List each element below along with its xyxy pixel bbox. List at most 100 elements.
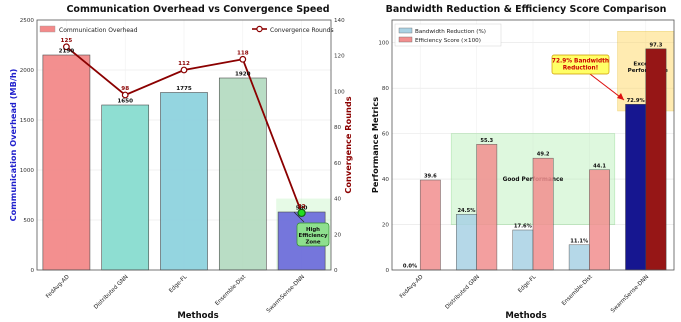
left-y-tick-label: 0 bbox=[30, 268, 34, 274]
right-y-tick-label: 60 bbox=[382, 132, 390, 138]
legend-marker-rounds bbox=[256, 25, 263, 33]
bar-overhead-distributed-gnn bbox=[101, 104, 150, 271]
annotation-text: High Efficiency Zone bbox=[299, 227, 328, 245]
label-rounds-fedavg-ad: 125 bbox=[61, 38, 73, 44]
label-efficiency-score-100-fedavg-ad: 39.6 bbox=[424, 174, 437, 180]
right-data-labels: 0.0% 24.5% 17.6% 11.1% 72.9% 39.6 55.3 49.2 44.1… bbox=[403, 42, 663, 269]
right-x-tick-ensemble-dist: Ensemble-Dist bbox=[561, 274, 594, 307]
label-efficiency-score-100-swarmsense-dnn: 97.3 bbox=[650, 42, 663, 48]
left-x-tick-distributed-gnn: Distributed GNN bbox=[93, 274, 129, 310]
bar-efficiency-score-100-ensemble-dist bbox=[589, 169, 610, 271]
left-bars bbox=[42, 54, 326, 271]
label-rounds-swarmsense-dnn: 32 bbox=[298, 204, 306, 210]
bar-overhead-fedavg-ad bbox=[42, 54, 91, 271]
left-data-labels: 2150 1650 1775 1920 580 125 98 112 118 32 bbox=[59, 38, 308, 212]
bar-overhead-ensemble-dist bbox=[218, 77, 267, 271]
right-plot-frame bbox=[391, 19, 675, 271]
legend-label-rounds: Convergence Rounds bbox=[270, 27, 334, 34]
label-overhead-ensemble-dist: 1920 bbox=[235, 72, 251, 78]
point-rounds-fedavg-ad bbox=[63, 43, 70, 51]
right-x-tick-fedavg-ad: FedAvg-AD bbox=[399, 274, 425, 300]
label-overhead-swarmsense-dnn: 580 bbox=[296, 206, 308, 212]
label-bandwidth-reduction-fedavg-ad: 0.0% bbox=[403, 264, 418, 270]
legend-swatch-overhead bbox=[39, 25, 56, 33]
right-y-axis-label: Performance Metrics bbox=[370, 97, 380, 193]
left-y-tick-label: 1000 bbox=[20, 168, 35, 174]
label-bandwidth-reduction-ensemble-dist: 11.1% bbox=[570, 238, 589, 244]
bar-bandwidth-reduction-swarmsense-dnn bbox=[625, 104, 647, 271]
point-rounds-ensemble-dist bbox=[239, 55, 247, 63]
right-bars bbox=[419, 48, 667, 271]
bar-efficiency-score-100-edge-fl bbox=[532, 157, 554, 271]
left-y-tick-label: 1500 bbox=[20, 118, 35, 124]
right-x-tick-distributed-gnn: Distributed GNN bbox=[445, 274, 481, 310]
bar-efficiency-score-100-distributed-gnn bbox=[476, 144, 498, 271]
right-x-ticks: FedAvg-AD Distributed GNN Edge-FL Ensemble-… bbox=[399, 274, 650, 315]
left-y-tick-label: 2500 bbox=[20, 18, 35, 24]
left-y-ticks: 0 500 1000 1500 2000 2500 bbox=[20, 18, 35, 274]
callout-box bbox=[551, 54, 610, 75]
legend-label-overhead: Communication Overhead bbox=[59, 27, 138, 34]
left-chart-title: Communication Overhead vs Convergence Sp… bbox=[66, 4, 329, 15]
bar-efficiency-score-100-fedavg-ad bbox=[419, 179, 441, 271]
annotation-box bbox=[296, 222, 330, 247]
label-overhead-fedavg-ad: 2150 bbox=[59, 49, 75, 55]
bar-bandwidth-reduction-distributed-gnn bbox=[456, 214, 477, 271]
label-rounds-distributed-gnn: 98 bbox=[121, 86, 129, 92]
right-y-ticks: 0 20 40 60 80 100 bbox=[378, 41, 389, 274]
legend-label-bandwidth: Bandwidth Reduction (%) bbox=[415, 29, 486, 35]
left-y2-tick-label: 60 bbox=[334, 161, 342, 167]
left-x-tick-swarmsense-dnn: SwarmSense-DNN bbox=[266, 274, 306, 314]
label-bandwidth-reduction-distributed-gnn: 24.5% bbox=[457, 208, 476, 214]
left-plot-frame bbox=[36, 19, 332, 271]
label-efficiency-score-100-distributed-gnn: 55.3 bbox=[480, 138, 493, 144]
left-y2-tick-label: 120 bbox=[334, 54, 345, 60]
label-efficiency-score-100-ensemble-dist: 44.1 bbox=[593, 163, 606, 169]
right-legend: Bandwidth Reduction (%) Efficiency Score… bbox=[394, 23, 502, 47]
left-convergence-line bbox=[63, 43, 306, 218]
left-x-tick-fedavg-ad: FedAvg-AD bbox=[45, 274, 71, 300]
left-legend-overhead: Communication Overhead bbox=[39, 25, 138, 34]
label-efficiency-score-100-edge-fl: 49.2 bbox=[537, 152, 550, 158]
high-efficiency-annotation: High Efficiency Zone bbox=[293, 211, 330, 247]
right-y-tick-label: 20 bbox=[382, 223, 390, 229]
callout-text: 72.9% Bandwidth Reduction! bbox=[552, 59, 609, 72]
legend-swatch-efficiency bbox=[398, 36, 413, 43]
callout-text-line: Reduction! bbox=[563, 66, 599, 72]
left-x-tick-ensemble-dist: Ensemble-Dist bbox=[214, 274, 247, 307]
left-x-axis-label: Methods bbox=[177, 311, 218, 321]
right-x-axis-label: Methods bbox=[505, 311, 546, 321]
right-y-tick-label: 0 bbox=[385, 268, 389, 274]
left-chart: Communication Overhead vs Convergence Sp… bbox=[8, 4, 353, 321]
right-legend-box bbox=[394, 23, 502, 47]
callout-arrowhead bbox=[617, 93, 624, 100]
left-y2-ticks: 0 20 40 60 80 100 120 140 bbox=[334, 18, 345, 274]
right-y-tick-label: 100 bbox=[378, 41, 389, 47]
left-y2-tick-label: 100 bbox=[334, 89, 345, 95]
annotation-arrow bbox=[293, 211, 305, 223]
label-bandwidth-reduction-edge-fl: 17.6% bbox=[514, 224, 533, 230]
right-chart: Bandwidth Reduction & Efficiency Score C… bbox=[370, 4, 675, 321]
left-y2-tick-label: 40 bbox=[334, 197, 342, 203]
right-y-tick-label: 80 bbox=[382, 86, 390, 92]
left-y-tick-label: 2000 bbox=[20, 68, 35, 74]
bar-overhead-edge-fl bbox=[160, 92, 208, 271]
point-rounds-swarmsense-dnn bbox=[297, 208, 306, 218]
left-x-tick-edge-fl: Edge-FL bbox=[168, 274, 189, 295]
right-x-tick-edge-fl: Edge-FL bbox=[517, 274, 538, 295]
callout-text-line: 72.9% Bandwidth bbox=[552, 59, 609, 65]
annotation-text-line: High bbox=[306, 227, 320, 233]
bandwidth-callout: 72.9% Bandwidth Reduction! bbox=[551, 54, 625, 101]
left-legend-rounds: Convergence Rounds bbox=[252, 25, 334, 34]
left-y2-tick-label: 80 bbox=[334, 125, 342, 131]
left-y-tick-label: 500 bbox=[23, 218, 34, 224]
left-y2-tick-label: 0 bbox=[334, 268, 338, 274]
left-x-ticks: FedAvg-AD Distributed GNN Edge-FL Ensemble-… bbox=[45, 274, 306, 315]
left-y2-tick-label: 20 bbox=[334, 232, 342, 238]
point-rounds-edge-fl bbox=[180, 66, 188, 74]
annotation-text-line: Zone bbox=[305, 239, 320, 245]
label-rounds-ensemble-dist: 118 bbox=[237, 50, 249, 56]
callout-arrow bbox=[589, 73, 625, 101]
label-bandwidth-reduction-swarmsense-dnn: 72.9% bbox=[627, 98, 646, 104]
